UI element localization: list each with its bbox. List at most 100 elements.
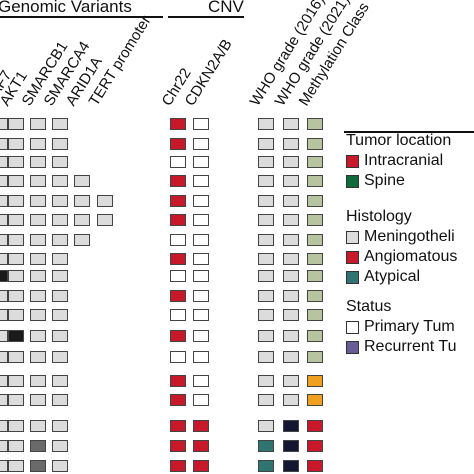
cnv-cell xyxy=(170,270,186,282)
cnv-cell xyxy=(193,118,209,130)
genomic-cell xyxy=(30,375,46,387)
legend-swatch xyxy=(346,271,359,284)
clinical-cell xyxy=(258,460,274,472)
cnv-cell xyxy=(193,138,209,150)
genomic-cell xyxy=(30,175,46,187)
cnv-cell xyxy=(193,156,209,168)
genomic-cell xyxy=(0,351,8,363)
legend-label: Atypical xyxy=(364,268,421,285)
genomic-cell xyxy=(0,195,8,207)
clinical-cell xyxy=(283,175,299,187)
clinical-cell xyxy=(258,351,274,363)
cnv-cell xyxy=(193,253,209,265)
genomic-cell xyxy=(30,309,46,321)
clinical-cell xyxy=(307,375,323,387)
genomic-cell xyxy=(97,195,113,207)
clinical-cell xyxy=(258,118,274,130)
clinical-cell xyxy=(307,309,323,321)
genomic-cell xyxy=(0,270,8,282)
cnv-cell xyxy=(170,195,186,207)
genomic-cell xyxy=(8,175,24,187)
clinical-cell xyxy=(307,351,323,363)
genomic-cell xyxy=(8,195,24,207)
genomic-cell xyxy=(52,156,68,168)
clinical-cell xyxy=(258,270,274,282)
cnv-header: CNV xyxy=(208,0,244,16)
genomic-cell xyxy=(30,420,46,432)
cnv-cell xyxy=(193,214,209,226)
genomic-cell xyxy=(52,375,68,387)
genomic-variants-rule xyxy=(0,16,163,18)
genomic-cell xyxy=(8,394,24,406)
legend-label: Angiomatous xyxy=(364,248,458,265)
genomic-cell xyxy=(30,156,46,168)
genomic-cell xyxy=(8,309,24,321)
clinical-cell xyxy=(307,253,323,265)
clinical-cell xyxy=(307,175,323,187)
clinical-cell xyxy=(283,290,299,302)
genomic-cell xyxy=(0,156,8,168)
legend-title: Tumor location xyxy=(346,132,452,149)
clinical-cell xyxy=(258,253,274,265)
genomic-cell xyxy=(8,234,24,246)
clinical-cell xyxy=(283,214,299,226)
genomic-cell xyxy=(52,440,68,452)
genomic-cell xyxy=(74,175,90,187)
clinical-cell xyxy=(258,330,274,342)
genomic-cell xyxy=(52,290,68,302)
clinical-cell xyxy=(283,420,299,432)
genomic-cell xyxy=(8,351,24,363)
genomic-cell xyxy=(0,375,8,387)
genomic-cell xyxy=(52,460,68,472)
cnv-cell xyxy=(170,420,186,432)
genomic-cell xyxy=(8,118,24,130)
genomic-cell xyxy=(0,420,8,432)
clinical-cell xyxy=(283,195,299,207)
genomic-cell xyxy=(30,118,46,130)
legend-swatch xyxy=(346,155,359,168)
genomic-cell xyxy=(52,234,68,246)
genomic-cell xyxy=(52,351,68,363)
genomic-cell xyxy=(52,195,68,207)
genomic-cell xyxy=(30,138,46,150)
clinical-cell xyxy=(307,420,323,432)
genomic-cell xyxy=(8,420,24,432)
genomic-cell xyxy=(30,440,46,452)
legend-rule xyxy=(344,131,474,133)
cnv-cell xyxy=(170,440,186,452)
clinical-cell xyxy=(307,290,323,302)
genomic-cell xyxy=(52,138,68,150)
genomic-cell xyxy=(30,270,46,282)
genomic-cell xyxy=(0,175,8,187)
cnv-cell xyxy=(193,175,209,187)
legend-swatch xyxy=(346,251,359,264)
genomic-cell xyxy=(52,118,68,130)
genomic-cell xyxy=(8,156,24,168)
genomic-cell xyxy=(52,175,68,187)
genomic-cell xyxy=(52,270,68,282)
genomic-cell xyxy=(8,460,24,472)
cnv-cell xyxy=(170,351,186,363)
genomic-cell xyxy=(8,138,24,150)
cnv-cell xyxy=(193,290,209,302)
clinical-cell xyxy=(258,234,274,246)
genomic-cell xyxy=(0,234,8,246)
clinical-cell xyxy=(307,156,323,168)
genomic-cell xyxy=(30,253,46,265)
cnv-cell xyxy=(170,234,186,246)
clinical-cell xyxy=(283,394,299,406)
clinical-cell xyxy=(307,195,323,207)
genomic-cell xyxy=(8,253,24,265)
clinical-cell xyxy=(258,195,274,207)
genomic-cell xyxy=(8,270,24,282)
clinical-cell xyxy=(283,351,299,363)
legend-swatch xyxy=(346,175,359,188)
clinical-cell xyxy=(307,330,323,342)
clinical-cell xyxy=(307,440,323,452)
clinical-cell xyxy=(307,138,323,150)
clinical-cell xyxy=(283,156,299,168)
genomic-cell xyxy=(8,375,24,387)
genomic-cell xyxy=(0,118,8,130)
cnv-cell xyxy=(193,234,209,246)
